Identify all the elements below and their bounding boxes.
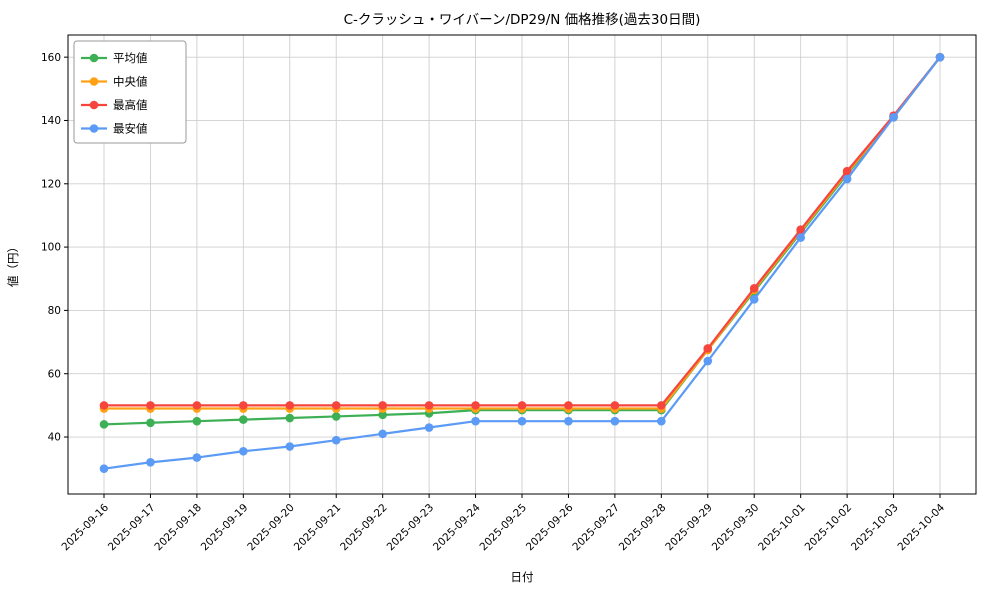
x-tick-label: 2025-09-25 — [477, 502, 529, 554]
data-point — [424, 423, 434, 432]
legend-label: 平均値 — [113, 51, 148, 65]
data-point — [239, 446, 248, 456]
data-point — [99, 401, 109, 410]
y-tick-label: 40 — [48, 432, 61, 444]
data-point — [610, 401, 620, 410]
x-axis-ticks: 2025-09-162025-09-172025-09-182025-09-19… — [59, 494, 947, 553]
x-tick-label: 2025-09-21 — [292, 502, 344, 554]
data-point — [331, 401, 341, 410]
x-tick-label: 2025-09-24 — [431, 501, 483, 553]
data-point — [703, 356, 713, 366]
data-point — [285, 413, 295, 423]
legend-marker-icon — [89, 53, 99, 63]
data-point — [471, 416, 480, 426]
data-point — [378, 410, 387, 420]
x-tick-label: 2025-09-26 — [524, 501, 576, 553]
data-point — [796, 233, 805, 242]
data-point — [842, 166, 852, 176]
data-point — [285, 442, 295, 451]
legend-item-1: 中央値 — [81, 75, 148, 89]
y-tick-label: 160 — [41, 52, 61, 64]
data-point — [889, 113, 898, 122]
x-tick-label: 2025-10-02 — [803, 502, 855, 554]
legend-marker-icon — [89, 100, 99, 110]
data-point — [239, 415, 248, 424]
y-tick-label: 120 — [41, 178, 61, 190]
legend-item-0: 平均値 — [81, 51, 148, 65]
series-line-2 — [99, 52, 945, 410]
y-tick-label: 80 — [48, 305, 61, 317]
data-point — [192, 401, 202, 410]
x-tick-label: 2025-09-16 — [59, 501, 111, 553]
x-tick-label: 2025-09-19 — [199, 502, 251, 554]
legend-box — [73, 40, 187, 144]
data-point — [657, 401, 666, 410]
series-line-3 — [99, 52, 945, 473]
x-tick-label: 2025-10-03 — [849, 502, 901, 554]
data-point — [657, 416, 666, 426]
data-point — [471, 401, 480, 410]
data-point — [842, 174, 852, 184]
data-point — [564, 401, 573, 410]
legend-marker-icon — [89, 77, 99, 86]
x-tick-label: 2025-09-27 — [570, 502, 622, 554]
y-tick-label: 140 — [41, 115, 61, 127]
data-point — [424, 401, 434, 410]
data-point — [378, 401, 387, 410]
x-tick-label: 2025-09-22 — [338, 502, 390, 554]
x-axis-label: 日付 — [511, 570, 534, 584]
data-point — [796, 225, 805, 234]
y-tick-label: 60 — [48, 368, 61, 380]
x-tick-label: 2025-09-30 — [710, 502, 762, 554]
y-tick-label: 100 — [41, 242, 61, 254]
x-tick-label: 2025-09-20 — [245, 502, 297, 554]
data-point — [192, 416, 202, 426]
x-tick-label: 2025-10-04 — [895, 501, 947, 553]
data-point — [331, 435, 341, 445]
y-axis-ticks: 40 60 80 100 120 140 160 — [41, 52, 68, 444]
x-tick-label: 2025-10-01 — [756, 502, 808, 554]
data-point — [331, 412, 341, 421]
data-point — [749, 283, 759, 293]
x-tick-label: 2025-09-23 — [385, 502, 437, 554]
legend-label: 最安値 — [113, 122, 148, 136]
legend-marker-icon — [89, 124, 99, 133]
data-point — [935, 52, 945, 62]
data-point — [99, 464, 109, 473]
data-point — [378, 429, 387, 439]
x-tick-label: 2025-09-17 — [106, 502, 158, 554]
x-tick-label: 2025-09-29 — [663, 502, 715, 554]
data-point — [749, 295, 759, 304]
legend-label: 中央値 — [113, 75, 148, 89]
data-point — [99, 420, 109, 429]
y-axis-label: 値（円） — [6, 241, 20, 287]
legend-item-3: 最安値 — [81, 122, 148, 136]
data-point — [146, 418, 155, 428]
data-point — [610, 416, 620, 426]
x-tick-label: 2025-09-18 — [152, 502, 204, 554]
data-point — [703, 344, 713, 353]
data-point — [146, 401, 155, 410]
legend-label: 最高値 — [113, 98, 148, 112]
data-point — [517, 401, 527, 410]
legend-item-2: 最高値 — [81, 98, 148, 112]
data-point — [192, 453, 202, 462]
data-point — [285, 401, 295, 410]
data-point — [146, 458, 155, 467]
chart-title: C-クラッシュ・ワイバーン/DP29/N 価格推移(過去30日間) — [344, 12, 701, 28]
x-tick-label: 2025-09-28 — [617, 502, 669, 554]
data-point — [517, 416, 527, 426]
grid-lines — [68, 35, 976, 494]
data-point — [239, 401, 248, 410]
data-point — [564, 416, 573, 426]
